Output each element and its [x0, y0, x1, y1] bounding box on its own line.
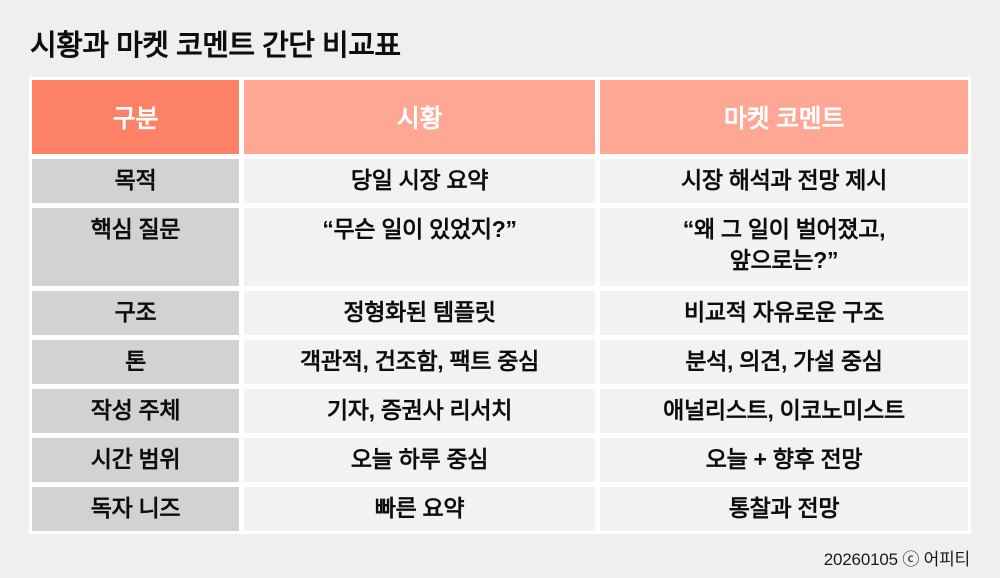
- table-row-structure: 구조 정형화된 템플릿 비교적 자유로운 구조: [32, 291, 968, 335]
- header-cell-category: 구분: [32, 80, 239, 154]
- header-cell-sihwang: 시황: [244, 80, 595, 154]
- cell-comment: 오늘 + 향후 전망: [600, 438, 968, 482]
- comparison-table: 구분 시황 마켓 코멘트 목적 당일 시장 요약 시장 해석과 전망 제시 핵심…: [29, 77, 971, 534]
- row-label: 작성 주체: [32, 389, 239, 433]
- cell-comment: 통찰과 전망: [600, 487, 968, 531]
- cell-comment: 애널리스트, 이코노미스트: [600, 389, 968, 433]
- table-row-key-question: 핵심 질문 “무슨 일이 있었지?” “왜 그 일이 벌어졌고, 앞으로는?”: [32, 208, 968, 286]
- row-label: 목적: [32, 159, 239, 203]
- row-label: 핵심 질문: [32, 208, 239, 286]
- cell-comment: 비교적 자유로운 구조: [600, 291, 968, 335]
- cell-sihwang: 기자, 증권사 리서치: [244, 389, 595, 433]
- table-row-author: 작성 주체 기자, 증권사 리서치 애널리스트, 이코노미스트: [32, 389, 968, 433]
- page-title: 시황과 마켓 코멘트 간단 비교표: [30, 30, 401, 62]
- cell-sihwang: 정형화된 템플릿: [244, 291, 595, 335]
- row-label: 시간 범위: [32, 438, 239, 482]
- row-label: 구조: [32, 291, 239, 335]
- table-row-reader-needs: 독자 니즈 빠른 요약 통찰과 전망: [32, 487, 968, 531]
- row-label: 독자 니즈: [32, 487, 239, 531]
- cell-sihwang: “무슨 일이 있었지?”: [244, 208, 595, 286]
- table-row-purpose: 목적 당일 시장 요약 시장 해석과 전망 제시: [32, 159, 968, 203]
- header-cell-market-comment: 마켓 코멘트: [600, 80, 968, 154]
- cell-comment: 시장 해석과 전망 제시: [600, 159, 968, 203]
- cell-sihwang: 당일 시장 요약: [244, 159, 595, 203]
- table-row-tone: 톤 객관적, 건조함, 팩트 중심 분석, 의견, 가설 중심: [32, 340, 968, 384]
- cell-sihwang: 오늘 하루 중심: [244, 438, 595, 482]
- cell-sihwang: 객관적, 건조함, 팩트 중심: [244, 340, 595, 384]
- cell-comment: “왜 그 일이 벌어졌고, 앞으로는?”: [600, 208, 968, 286]
- footer-credit: 20260105 ⓒ 어피티: [823, 550, 970, 569]
- table-header-row: 구분 시황 마켓 코멘트: [32, 80, 968, 154]
- table-row-time-scope: 시간 범위 오늘 하루 중심 오늘 + 향후 전망: [32, 438, 968, 482]
- cell-sihwang: 빠른 요약: [244, 487, 595, 531]
- cell-comment: 분석, 의견, 가설 중심: [600, 340, 968, 384]
- row-label: 톤: [32, 340, 239, 384]
